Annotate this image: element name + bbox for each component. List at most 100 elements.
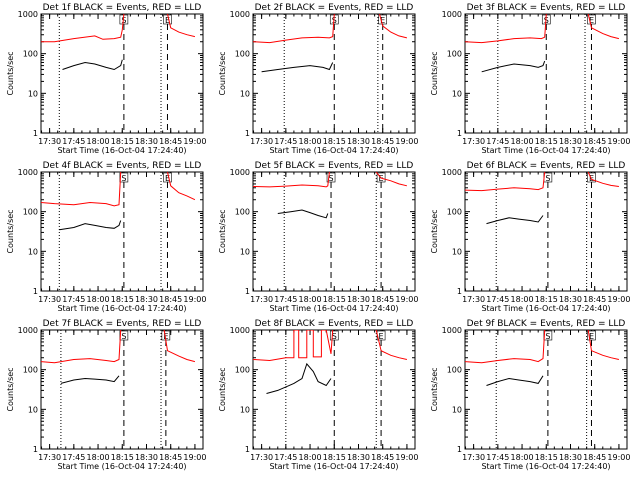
y-tick-label: 1000: [230, 10, 250, 19]
x-tick-label: 18:00: [511, 453, 534, 462]
x-axis-label: Start Time (16-Oct-04 17:24:40): [269, 146, 398, 155]
marker-label: E: [165, 16, 170, 25]
x-tick-label: 18:30: [559, 453, 582, 462]
x-tick-label: 18:30: [135, 137, 158, 146]
marker-label: S: [121, 16, 126, 25]
x-tick-label: 17:45: [62, 295, 85, 304]
x-tick-label: 17:30: [250, 137, 273, 146]
x-tick-label: 17:45: [62, 453, 85, 462]
panel-det-5: Det 5f BLACK = Events, RED = LLD Counts/s…: [218, 161, 418, 313]
panel-det-6: Det 6f BLACK = Events, RED = LLD Counts/s…: [430, 161, 630, 313]
y-axis-label: Counts/sec: [430, 51, 439, 95]
x-tick-label: 18:15: [111, 137, 134, 146]
x-tick-label: 17:30: [250, 453, 273, 462]
y-axis-label: Counts/sec: [430, 209, 439, 253]
x-tick-label: 18:00: [87, 137, 110, 146]
marker-label: S: [545, 174, 550, 183]
panel-det-1: Det 1f BLACK = Events, RED = LLD Counts/s…: [6, 3, 206, 155]
y-tick-label: 10: [452, 247, 462, 256]
x-tick-label: 18:15: [535, 137, 558, 146]
x-tick-label: 19:00: [395, 453, 418, 462]
y-tick-label: 1000: [18, 168, 38, 177]
marker-label-box: [587, 330, 596, 341]
lld-series-line: [465, 14, 547, 44]
plot-frame: [40, 171, 204, 292]
panel-title: Det 6f BLACK = Events, RED = LLD: [467, 161, 626, 171]
x-tick-label: 17:45: [486, 295, 509, 304]
y-axis-label: Counts/sec: [218, 367, 227, 411]
x-tick-label: 18:45: [159, 453, 182, 462]
y-tick-label: 10: [28, 89, 38, 98]
y-tick-label: 100: [235, 208, 250, 217]
y-tick-label: 100: [447, 208, 462, 217]
x-tick-label: 18:30: [347, 137, 370, 146]
x-tick-label: 17:30: [38, 295, 61, 304]
panel-title: Det 7f BLACK = Events, RED = LLD: [43, 319, 202, 329]
y-tick-label: 10: [28, 247, 38, 256]
y-tick-label: 1: [245, 445, 250, 454]
y-tick-label: 1: [33, 445, 38, 454]
x-tick-label: 19:00: [395, 137, 418, 146]
x-tick-label: 18:00: [299, 137, 322, 146]
y-tick-label: 10: [240, 247, 250, 256]
y-tick-label: 1: [457, 445, 462, 454]
x-tick-label: 17:30: [250, 295, 273, 304]
x-tick-label: 18:00: [299, 295, 322, 304]
x-tick-label: 19:00: [183, 137, 206, 146]
x-axis-label: Start Time (16-Oct-04 17:24:40): [481, 462, 610, 471]
marker-label: E: [589, 332, 594, 341]
lld-series-line: [375, 330, 408, 360]
lld-series-line: [587, 172, 619, 187]
x-tick-label: 18:00: [511, 295, 534, 304]
x-tick-label: 18:00: [299, 453, 322, 462]
y-tick-label: 1000: [442, 326, 462, 335]
y-tick-label: 1000: [442, 168, 462, 177]
x-axis-label: Start Time (16-Oct-04 17:24:40): [269, 304, 398, 313]
x-tick-label: 17:45: [486, 453, 509, 462]
events-series-line: [261, 62, 334, 73]
panel-title: Det 9f BLACK = Events, RED = LLD: [467, 319, 626, 329]
lld-series-line: [163, 330, 196, 363]
y-tick-label: 1: [245, 129, 250, 138]
x-axis-label: Start Time (16-Oct-04 17:24:40): [57, 146, 186, 155]
x-tick-label: 18:15: [323, 295, 346, 304]
events-series-line: [266, 362, 332, 394]
y-tick-label: 100: [23, 208, 38, 217]
x-tick-label: 17:45: [274, 295, 297, 304]
y-axis-label: Counts/sec: [6, 209, 15, 253]
panel-title: Det 2f BLACK = Events, RED = LLD: [255, 3, 414, 13]
y-tick-label: 1000: [230, 168, 250, 177]
y-tick-label: 100: [447, 50, 462, 59]
y-tick-label: 1000: [18, 326, 38, 335]
events-series-line: [481, 60, 546, 73]
x-tick-label: 18:45: [583, 453, 606, 462]
panel-title: Det 4f BLACK = Events, RED = LLD: [43, 161, 202, 171]
marker-label-box: [329, 330, 339, 341]
x-tick-label: 18:15: [323, 453, 346, 462]
x-tick-label: 18:00: [87, 453, 110, 462]
x-tick-label: 17:30: [38, 453, 61, 462]
x-tick-label: 18:30: [347, 453, 370, 462]
x-tick-label: 18:15: [111, 453, 134, 462]
y-tick-label: 1: [33, 129, 38, 138]
marker-label-box: [326, 172, 336, 183]
x-tick-label: 18:45: [371, 453, 394, 462]
panel-title: Det 1f BLACK = Events, RED = LLD: [43, 3, 202, 13]
x-axis-label: Start Time (16-Oct-04 17:24:40): [269, 462, 398, 471]
panel-det-8: Det 8f BLACK = Events, RED = LLD Counts/s…: [218, 319, 418, 471]
x-tick-label: 17:30: [462, 295, 485, 304]
lld-series-line: [379, 14, 408, 39]
panel-title: Det 3f BLACK = Events, RED = LLD: [467, 3, 626, 13]
x-tick-label: 18:45: [583, 137, 606, 146]
lld-series-line: [253, 14, 335, 44]
marker-label: S: [329, 174, 334, 183]
plot-frame: [252, 171, 416, 292]
marker-label: E: [163, 332, 168, 341]
lld-series-line: [587, 330, 620, 360]
x-tick-label: 18:30: [135, 453, 158, 462]
plot-frame: [464, 329, 628, 450]
lld-series-line: [465, 172, 546, 192]
y-tick-label: 1000: [442, 10, 462, 19]
marker-label-box: [587, 172, 596, 183]
lld-series-line: [41, 330, 122, 364]
